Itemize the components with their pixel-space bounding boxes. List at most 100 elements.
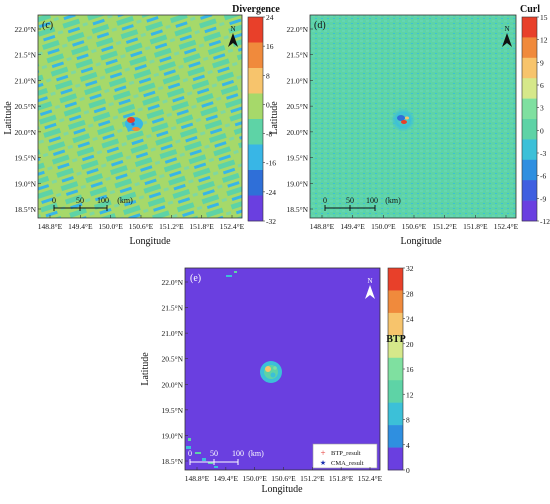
panel-d-label: (d)	[314, 20, 326, 31]
panel-e-north-label: N	[367, 277, 372, 285]
x-tick-label: 148.8°E	[310, 222, 335, 231]
panel-d-scalebar-tick-1: 50	[346, 196, 354, 205]
colorbar-segment	[388, 425, 403, 448]
y-tick-label: 18.5°N	[14, 205, 36, 214]
panel-e-edge-specks	[186, 271, 237, 468]
x-tick-label: 150.6°E	[402, 222, 427, 231]
x-tick-label: 150.6°E	[271, 474, 296, 483]
panel-c-center-feature	[125, 117, 143, 131]
colorbar-tick-label: 8	[266, 71, 270, 80]
colorbar-tick-label: 8	[406, 416, 410, 425]
panel-c-label: (c)	[42, 20, 53, 31]
panel-d-y-ticks: 22.0°N 21.5°N 21.0°N 20.5°N 20.0°N 19.5°N 19.0…	[286, 25, 313, 214]
panel-d-scalebar-tick-0: 0	[323, 196, 327, 205]
colorbar-segment	[388, 402, 403, 426]
y-tick-label: 22.0°N	[161, 278, 183, 287]
colorbar-segment	[388, 447, 403, 471]
panel-e-label: (e)	[190, 273, 201, 284]
colorbar-tick-label: 16	[406, 365, 414, 374]
colorbar-segment	[248, 93, 263, 120]
panel-d-colorbar: 15 12 9 6 3 0 -3 -6 -9 -12	[521, 13, 550, 226]
panel-e-scalebar-tick-0: 0	[188, 449, 192, 458]
panel-c-north-arrow: N	[228, 25, 238, 47]
panel-d-scalebar-unit: (km)	[385, 196, 401, 205]
y-tick-label: 22.0°N	[286, 25, 308, 34]
panel-e-scalebar-unit: (km)	[248, 449, 264, 458]
y-tick-label: 18.5°N	[161, 457, 183, 466]
colorbar-segment	[522, 180, 537, 201]
y-tick-label: 21.0°N	[161, 329, 183, 338]
x-tick-label: 149.4°E	[68, 222, 93, 231]
panel-c-scalebar-unit: (km)	[117, 196, 133, 205]
panel-e-y-ticks: 22.0°N 21.5°N 21.0°N 20.5°N 20.0°N 19.5°N 19.0…	[161, 278, 188, 466]
panel-d-center-feature	[391, 108, 415, 132]
colorbar-segment	[388, 290, 403, 314]
panel-d-x-ticks: 148.8°E 149.4°E 150.0°E 150.6°E 151.2°E 151.8…	[310, 215, 519, 231]
colorbar-tick-label: 20	[406, 340, 414, 349]
colorbar-segment	[522, 78, 537, 99]
panel-c-colorbar: 24 16 8 0 -8 -16 -24 -32	[247, 13, 276, 226]
colorbar-segment	[522, 17, 537, 38]
colorbar-segment	[388, 312, 403, 336]
colorbar-segment	[522, 57, 537, 79]
panel-e-scalebar-tick-1: 50	[210, 449, 218, 458]
legend-cma-label: CMA_result	[331, 460, 364, 467]
y-tick-label: 21.5°N	[14, 51, 36, 60]
panel-c-colorbar-title: Divergence	[232, 4, 280, 15]
colorbar-tick-label: 16	[266, 42, 274, 51]
y-tick-label: 21.0°N	[14, 76, 36, 85]
x-tick-label: 151.2°E	[300, 474, 325, 483]
y-tick-label: 19.5°N	[14, 154, 36, 163]
colorbar-frame	[521, 16, 538, 222]
colorbar-tick-label: 15	[540, 13, 548, 22]
x-tick-label: 151.2°E	[159, 222, 184, 231]
y-tick-label: 22.0°N	[14, 25, 36, 34]
legend-btp-label: BTP_result	[331, 450, 361, 457]
x-tick-label: 151.8°E	[463, 222, 488, 231]
panel-e-map	[184, 267, 381, 471]
x-tick-label: 148.8°E	[38, 222, 63, 231]
colorbar-tick-label: 0	[540, 126, 544, 135]
y-tick-label: 19.5°N	[161, 406, 183, 415]
x-tick-label: 148.8°E	[185, 474, 210, 483]
colorbar-segment	[388, 268, 403, 291]
colorbar-segment	[388, 380, 403, 403]
x-tick-label: 150.0°E	[371, 222, 396, 231]
colorbar-segment	[522, 139, 537, 161]
y-tick-label: 20.5°N	[14, 102, 36, 111]
panel-c-scalebar: 0 50 100 (km)	[52, 196, 133, 211]
colorbar-tick-label: -16	[266, 159, 276, 168]
colorbar-tick-label: 24	[406, 315, 414, 324]
colorbar-segment	[522, 159, 537, 181]
y-tick-label: 19.0°N	[161, 431, 183, 440]
panel-c-xlabel: Longitude	[129, 236, 171, 247]
colorbar-tick-label: 28	[406, 289, 414, 298]
y-tick-label: 21.0°N	[286, 76, 308, 85]
x-tick-label: 152.4°E	[494, 222, 519, 231]
panel-e-x-ticks: 148.8°E 149.4°E 150.0°E 150.6°E 151.2°E 151.8…	[185, 467, 383, 483]
panel-d: (d) N 0 50 100 (km) 22.0°N 21.5°N 21.0°N 20…	[269, 4, 550, 247]
colorbar-segment	[248, 170, 263, 196]
y-tick-label: 19.5°N	[286, 154, 308, 163]
x-tick-label: 152.4°E	[358, 474, 383, 483]
colorbar-segment	[248, 144, 263, 171]
panel-e-xlabel: Longitude	[261, 484, 303, 495]
y-tick-label: 18.5°N	[286, 205, 308, 214]
x-tick-label: 151.2°E	[432, 222, 457, 231]
colorbar-segment	[248, 68, 263, 94]
colorbar-tick-label: -12	[540, 217, 550, 226]
x-tick-label: 149.4°E	[214, 474, 239, 483]
y-tick-label: 20.0°N	[286, 128, 308, 137]
panel-e-center-feature	[260, 361, 282, 383]
colorbar-tick-label: 9	[540, 58, 544, 67]
x-tick-label: 151.8°E	[329, 474, 354, 483]
colorbar-segment	[248, 42, 263, 69]
legend-btp-marker: +	[320, 448, 325, 458]
panel-c: (c) N 0 50 100 (km) 22.0°N 21.5°N 21.0°N 20…	[3, 4, 280, 247]
panel-d-scalebar: 0 50 100 (km)	[323, 196, 401, 211]
colorbar-segment	[248, 119, 263, 145]
colorbar-tick-label: 24	[266, 13, 274, 22]
panel-d-north-arrow: N	[502, 25, 512, 47]
colorbar-segment	[522, 200, 537, 222]
